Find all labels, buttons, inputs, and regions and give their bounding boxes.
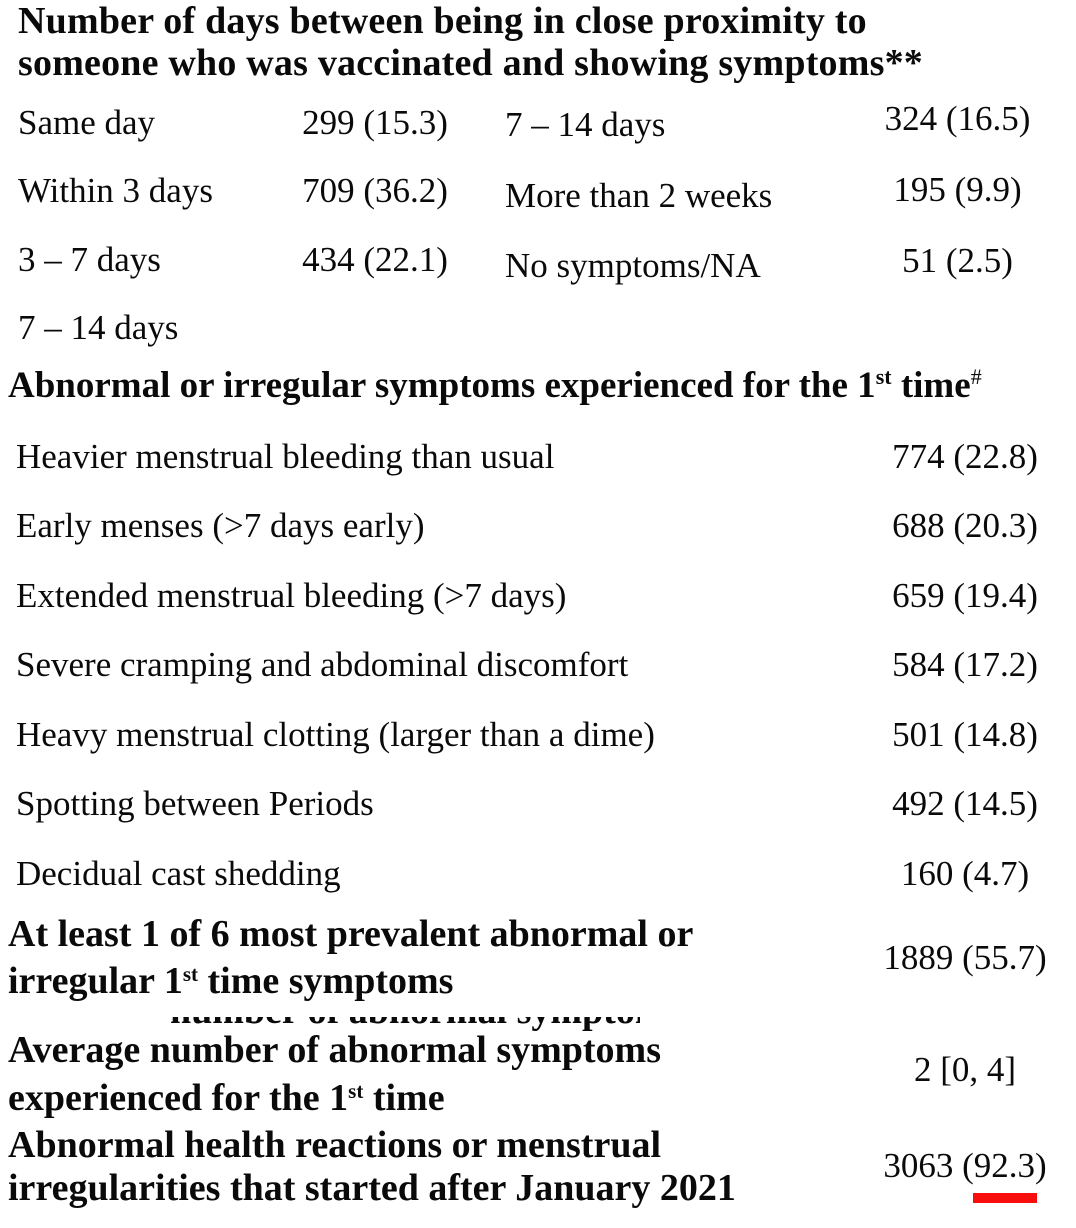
row-label: More than 2 weeks (505, 176, 773, 215)
summary-label-text: time symptoms (198, 960, 454, 1002)
row-label: Decidual cast shedding (16, 854, 341, 893)
row-value: 2 [0, 4] (913, 1050, 1017, 1089)
summary-label-line: At least 1 of 6 most prevalent abnormal … (8, 913, 694, 955)
summary-row-abnormal-reactions: Abnormal health reactions or menstrual i… (8, 1124, 736, 1210)
summary-label-text: time (363, 1077, 445, 1119)
row-label: Early menses (>7 days early) (16, 506, 425, 545)
section2-heading-text: Abnormal or irregular symptoms experienc… (8, 365, 876, 406)
row-value: 492 (14.5) (892, 784, 1038, 823)
row-value: 501 (14.8) (892, 715, 1038, 754)
summary-row-average-number: Average number of abnormal symptoms expe… (8, 1026, 661, 1127)
footnote-hash-marker: # (970, 364, 982, 389)
row-value: 709 (36.2) (302, 171, 448, 210)
row-label: Within 3 days (18, 171, 213, 210)
superscript-st: st (182, 962, 199, 986)
row-label: Heavy menstrual clotting (larger than a … (16, 715, 655, 754)
section2-heading-text: time (891, 365, 971, 406)
row-label: Extended menstrual bleeding (>7 days) (16, 576, 567, 615)
row-value: 51 (2.5) (902, 241, 1013, 280)
section1-heading: Number of days between being in close pr… (18, 0, 923, 84)
summary-label-line: irregular 1st time symptoms (8, 958, 693, 1010)
section2-heading: Abnormal or irregular symptoms experienc… (8, 364, 982, 410)
row-label: Spotting between Periods (16, 784, 374, 823)
summary-label-line: irregularities that started after Januar… (8, 1167, 736, 1209)
row-value: 774 (22.8) (892, 437, 1038, 476)
summary-label-line: Average number of abnormal symptoms (8, 1029, 661, 1071)
row-value: 3063 (92.3) (883, 1146, 1047, 1185)
summary-label-text: experienced for the 1 (8, 1077, 349, 1119)
row-label: 3 – 7 days (18, 240, 161, 279)
clipped-text-artifact: number of abnormal symptoms (170, 1017, 640, 1031)
row-value: 195 (9.9) (893, 170, 1022, 209)
row-value: 688 (20.3) (892, 506, 1038, 545)
row-value: 160 (4.7) (900, 854, 1030, 893)
row-value: 434 (22.1) (302, 240, 448, 279)
row-value: 659 (19.4) (892, 576, 1038, 615)
section1-heading-line1: Number of days between being in close pr… (18, 0, 867, 42)
row-label: 7 – 14 days (18, 308, 179, 347)
row-value: 299 (15.3) (302, 103, 448, 142)
red-underline-mark (973, 1193, 1037, 1203)
row-value: 324 (16.5) (884, 99, 1031, 138)
row-label: 7 – 14 days (505, 105, 666, 144)
row-label: Heavier menstrual bleeding than usual (16, 437, 555, 476)
summary-row-at-least-1-of-6: At least 1 of 6 most prevalent abnormal … (8, 911, 693, 1010)
section1-heading-line2: someone who was vaccinated and showing s… (18, 42, 923, 84)
row-label: No symptoms/NA (505, 246, 761, 285)
row-value: 584 (17.2) (892, 645, 1038, 684)
superscript-st: st (348, 1079, 364, 1103)
row-value: 1889 (55.7) (883, 938, 1047, 977)
row-label: Same day (18, 103, 156, 142)
superscript-st: st (875, 364, 892, 389)
summary-label-line: Abnormal health reactions or menstrual (8, 1124, 662, 1166)
row-label: Severe cramping and abdominal discomfort (16, 645, 629, 684)
summary-label-line: experienced for the 1st time (8, 1074, 661, 1127)
summary-label-text: irregular 1 (8, 960, 183, 1002)
clipped-text: number of abnormal symptoms (170, 1017, 640, 1031)
